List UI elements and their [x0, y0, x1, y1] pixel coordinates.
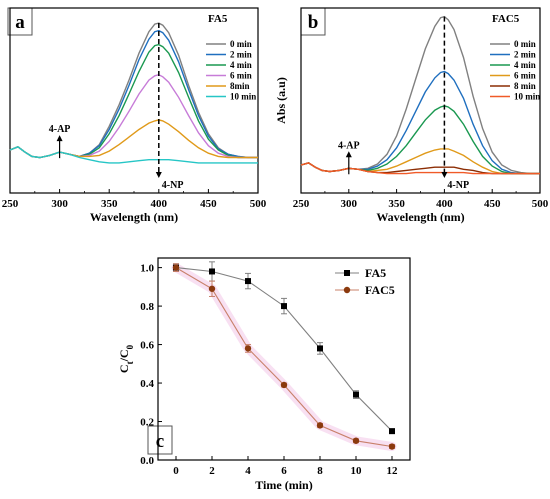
panel-b-legend-label-3: 6 min: [514, 71, 536, 81]
panel-c-ytick-label-5: 1.0: [140, 263, 154, 275]
panel-a-letter: a: [15, 12, 25, 33]
panel-a-series-1-line: [9, 29, 258, 159]
panel-c-series-1-point-5: [352, 437, 360, 444]
panel-c-legend-swatch-marker-0: [344, 270, 350, 276]
panel-c-series-1-point-1: [208, 285, 216, 292]
panel-c-series-0-point-4: [317, 345, 323, 352]
panel-c-legend-label-1: FAC5: [365, 283, 395, 297]
panel-c-letter: c: [156, 431, 164, 452]
panel-c-series-0-point-3: [281, 303, 287, 310]
panel-a-title: FA5: [208, 13, 228, 25]
panel-b-legend-label-1: 2 min: [514, 50, 536, 60]
panel-a-legend-label-1: 2 min: [230, 50, 252, 60]
panel-a-xtick-label-1: 300: [51, 198, 68, 210]
panel-c-xtick-label-3: 6: [281, 465, 287, 477]
panel-c-chart: c 0.0 0.2 0.4 0.6 0.8 1.0 0 2 4 6 8 10 12 Time (min) C…: [117, 257, 411, 492]
panel-c-xtick-label-6: 12: [387, 465, 399, 477]
panel-b-xtick-label-5: 500: [532, 198, 549, 210]
panel-c-xlabel: Time (min): [255, 478, 312, 492]
panel-b-legend-label-4: 8 min: [514, 81, 536, 91]
panel-c-series-0-point-1: [209, 268, 215, 275]
panel-b-legend-label-2: 4 min: [514, 60, 536, 70]
panel-a-frame: [9, 7, 259, 194]
panel-a-xlabel: Wavelength (nm): [90, 210, 178, 224]
panel-c-ytick-label-3: 0.6: [140, 340, 154, 352]
panel-c-legend-swatch-marker-1: [343, 286, 351, 294]
panel-c-xtick-label-1: 2: [209, 465, 215, 477]
panel-b-letter-box: [300, 7, 326, 36]
panel-c-ylabel-sub-0: 0: [125, 344, 135, 349]
panel-b-xtick-label-4: 450: [484, 198, 501, 210]
panel-b-annotation-4ap: 4-AP: [338, 140, 360, 151]
panel-b-series-0-line: [300, 15, 540, 175]
panel-c-ylabel-sub-t: t: [125, 361, 135, 364]
panel-a-xtick-label-3: 400: [151, 198, 168, 210]
panel-c-ytick-label-0: 0.0: [140, 455, 154, 467]
panel-a-xtick-label-0: 250: [2, 198, 19, 210]
panel-a-legend-label-0: 0 min: [230, 39, 252, 49]
panel-b-letter: b: [308, 12, 319, 33]
panel-a-series-2-line: [9, 43, 258, 159]
panel-c-ylabel: Ct/C0: [117, 344, 135, 373]
panel-b-legend-label-0: 0 min: [514, 39, 536, 49]
panel-c-ylabel-slash-c: /C: [117, 349, 131, 362]
panel-b-legend-label-5: 10 min: [514, 92, 540, 102]
panel-a-legend-label-5: 10 min: [230, 92, 256, 102]
panel-a-legend-label-4: 8min: [230, 81, 250, 91]
panel-c-series-0-line: [175, 267, 393, 432]
panel-b-4ap-arrow-head: [345, 151, 352, 158]
panel-b-series-1-line: [300, 70, 540, 175]
panel-c-series-0-point-5: [353, 391, 359, 398]
panel-b-xtick-label-0: 250: [293, 198, 310, 210]
panel-b-xtick-label-1: 300: [341, 198, 358, 210]
panel-a-annotation-4np: 4-NP: [162, 180, 184, 191]
panel-c-xtick-label-0: 0: [173, 465, 179, 477]
panel-b-xtick-label-2: 350: [388, 198, 405, 210]
panel-c-series-1-point-6: [388, 443, 396, 450]
panel-b-ylabel: Abs (a.u): [274, 77, 288, 124]
panel-c-letter-box: [147, 425, 173, 455]
panel-c-series-1-line: [175, 267, 393, 448]
panel-a-xtick-label-4: 450: [200, 198, 217, 210]
panel-c-xtick-label-5: 10: [351, 465, 363, 477]
panel-b-chart: b 250 300 350 400 450 500 Wavelength (nm) Abs (…: [274, 7, 549, 224]
panel-a-4ap-arrow-head: [56, 135, 63, 142]
panel-b-xlabel: Wavelength (nm): [376, 210, 464, 224]
panel-c-series-1-point-0: [172, 264, 180, 271]
panel-b-annotation-4np: 4-NP: [447, 180, 469, 191]
panel-b-4np-arrow-head: [441, 172, 448, 178]
panel-a-xtick-label-2: 350: [101, 198, 118, 210]
panel-c-fac5-highlight: [171, 263, 397, 451]
panel-c-ylabel-c: C: [117, 364, 131, 373]
panel-c-ytick-label-2: 0.4: [140, 378, 154, 390]
panel-a-legend-label-2: 4 min: [230, 60, 252, 70]
panel-a-4np-arrow-head: [155, 172, 162, 178]
panel-a-series-3-line: [9, 73, 258, 159]
panel-b-series-2-line: [300, 105, 540, 175]
panel-c-legend-label-0: FA5: [365, 266, 386, 280]
panel-c-series-1-point-4: [316, 422, 324, 429]
panel-c-ytick-label-4: 0.8: [140, 301, 154, 313]
panel-b-xtick-label-3: 400: [436, 198, 453, 210]
panel-a-annotation-4ap: 4-AP: [49, 124, 71, 135]
panel-b-title: FAC5: [492, 13, 520, 25]
panel-c-xtick-label-4: 8: [317, 465, 323, 477]
panel-c-xtick-label-2: 4: [245, 465, 251, 477]
panel-c-series-0-point-2: [245, 278, 251, 285]
panel-a-xtick-label-5: 500: [250, 198, 267, 210]
panel-c-series-1-point-3: [280, 381, 288, 389]
panel-a-series-5-line: [9, 146, 258, 164]
panel-c-series-1-point-2: [244, 345, 252, 352]
panel-a-letter-box: [7, 7, 33, 36]
panel-c-ytick-label-1: 0.2: [140, 417, 154, 429]
panel-b-series-5-line: [300, 162, 540, 175]
panel-a-legend-label-3: 6 min: [230, 71, 252, 81]
panel-c-series-0-point-6: [389, 428, 395, 435]
